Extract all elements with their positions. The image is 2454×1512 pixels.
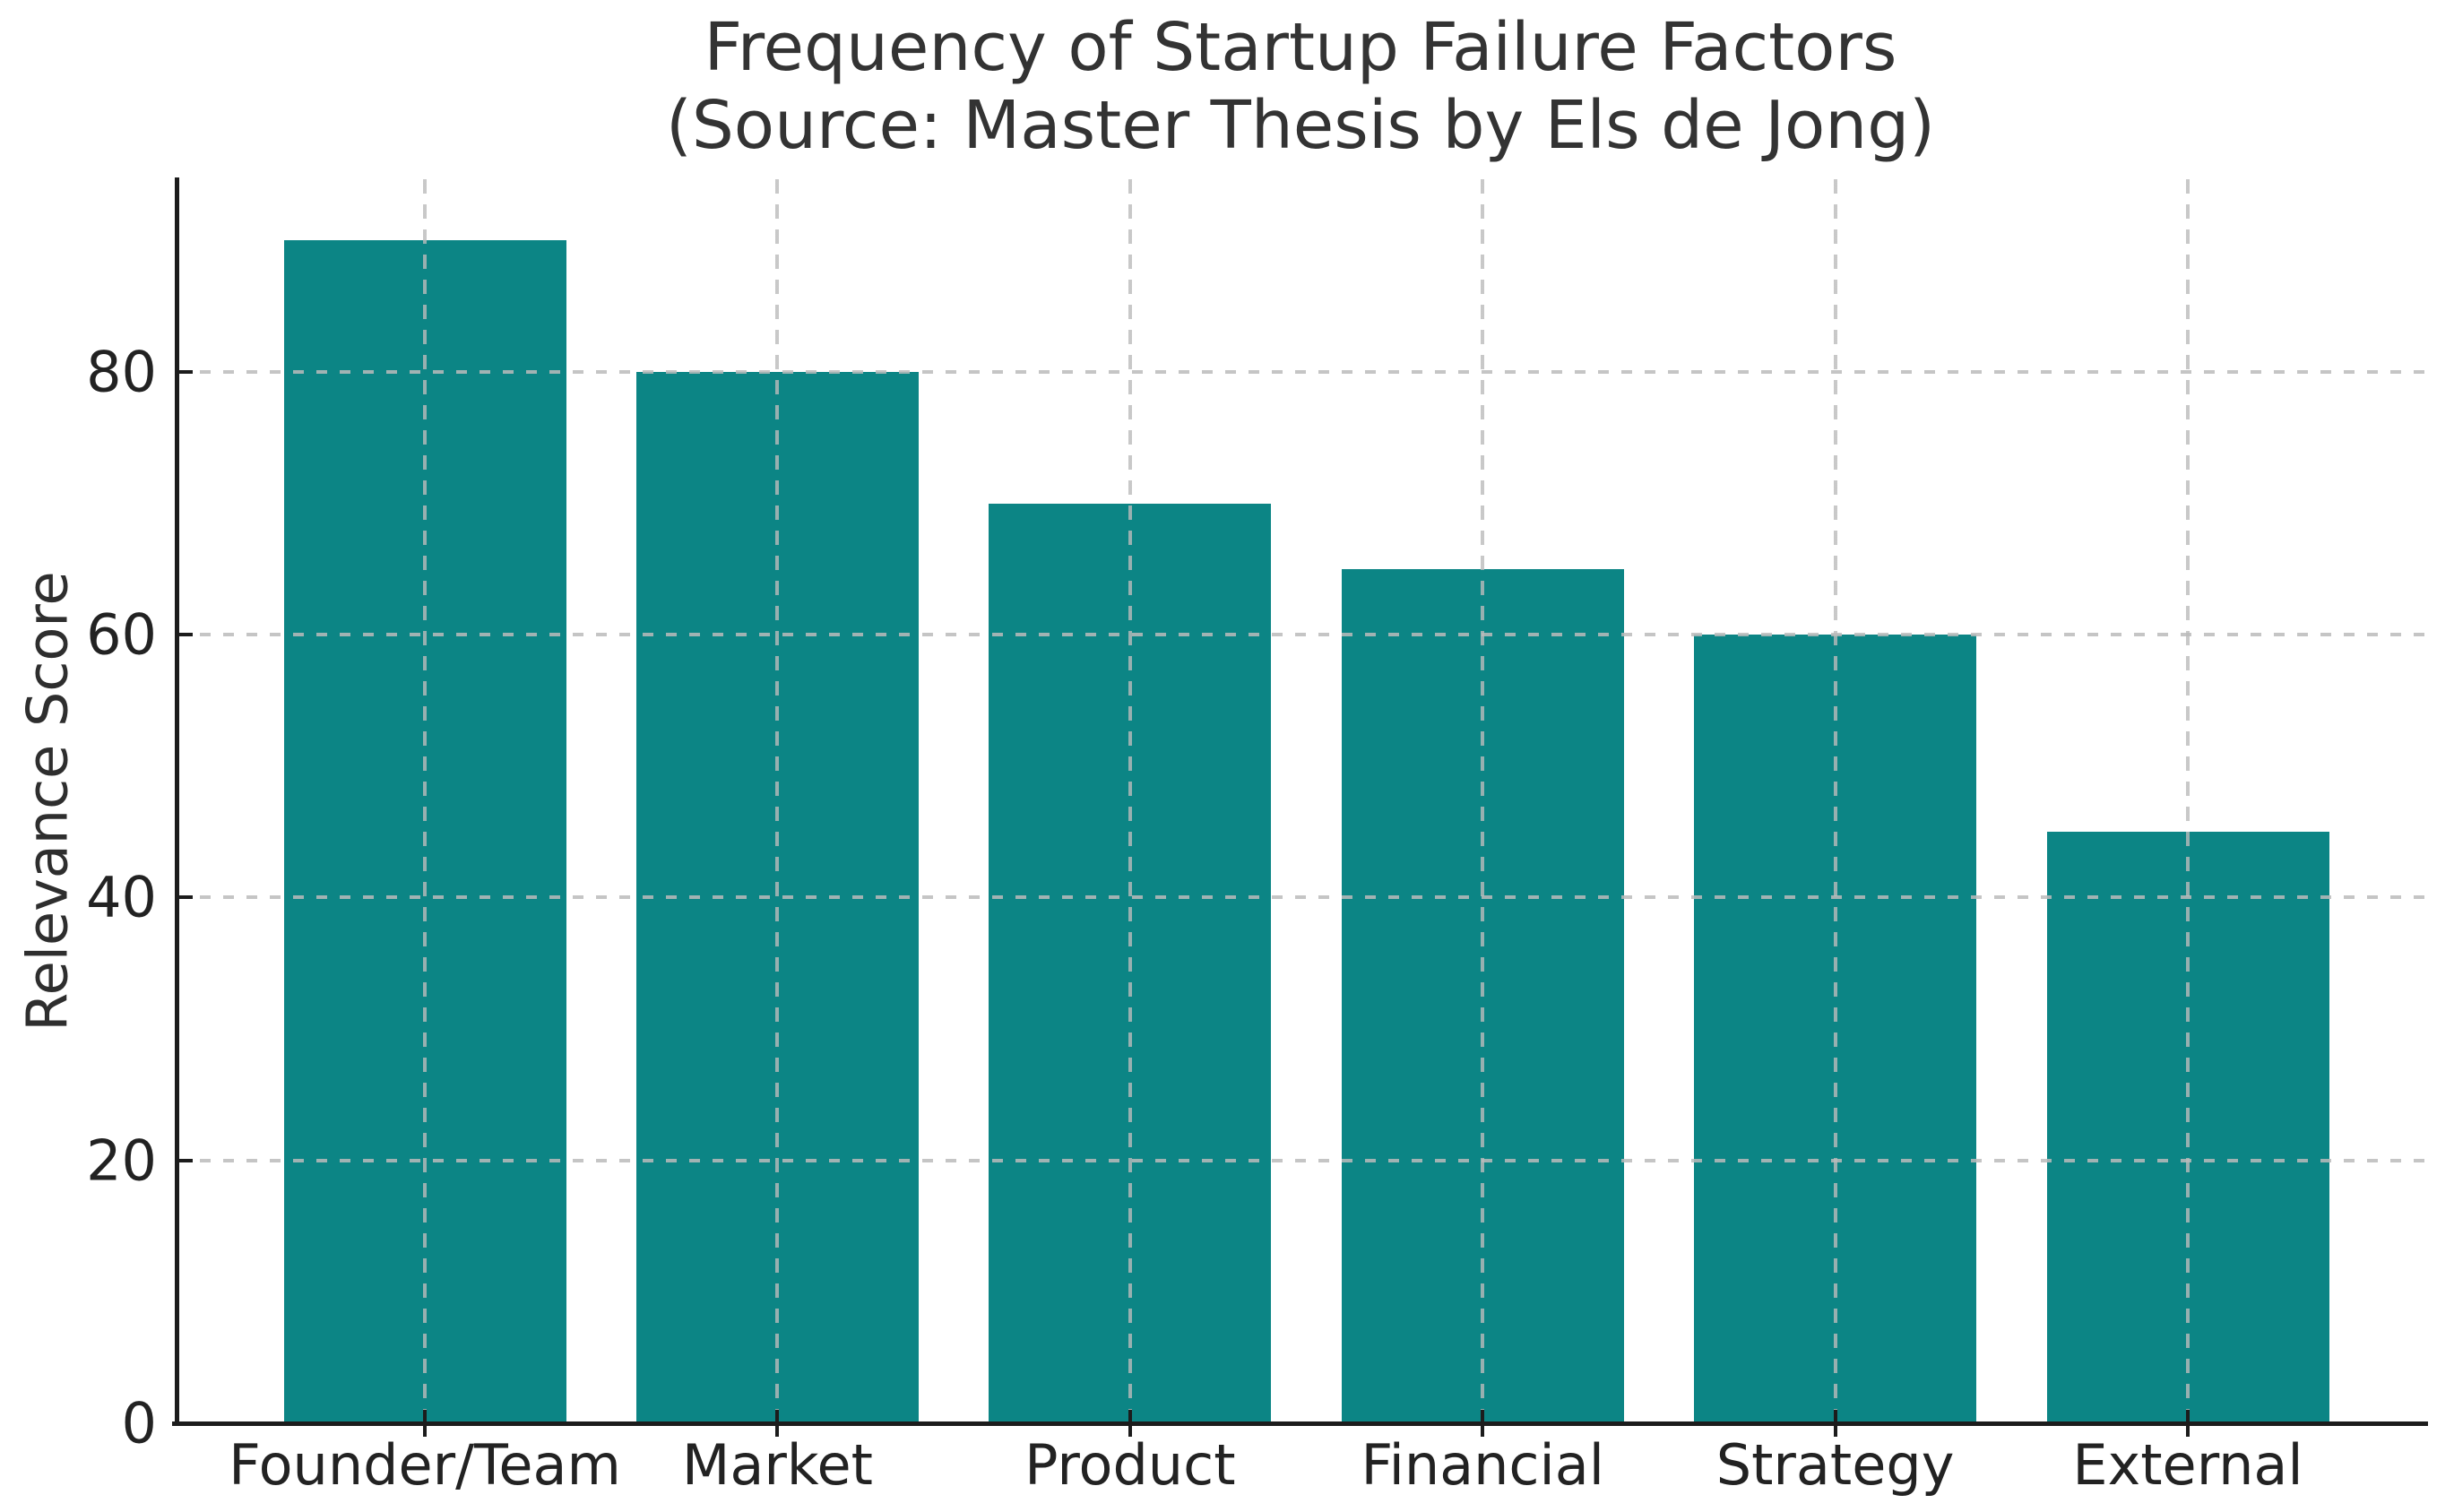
x-axis-spine: [172, 1421, 2428, 1426]
plot-area: [177, 179, 2424, 1437]
horizontal-gridline: [177, 633, 2424, 637]
x-tick-label: Strategy: [1715, 1432, 1955, 1498]
vertical-gridline: [423, 179, 427, 1423]
x-tick-label: Market: [681, 1432, 873, 1498]
y-axis-spine: [175, 177, 179, 1425]
y-axis-label: Relevance Score: [14, 571, 81, 1032]
vertical-gridline: [1833, 179, 1837, 1423]
x-tick-label: Product: [1024, 1432, 1236, 1498]
horizontal-gridline: [177, 369, 2424, 374]
y-tick-label: 40: [86, 864, 157, 930]
x-tick-label: Financial: [1361, 1432, 1604, 1498]
y-tick-mark: [177, 369, 193, 374]
x-tick-label: Founder/Team: [229, 1432, 621, 1498]
vertical-gridline: [1128, 179, 1132, 1423]
chart-title: Frequency of Startup Failure Factors (So…: [665, 9, 1936, 165]
horizontal-gridline: [177, 1158, 2424, 1162]
y-tick-label: 0: [121, 1390, 157, 1456]
y-tick-label: 80: [86, 339, 157, 405]
vertical-gridline: [1481, 179, 1485, 1423]
y-tick-mark: [177, 633, 193, 637]
y-tick-label: 60: [86, 601, 157, 668]
y-tick-label: 20: [86, 1128, 157, 1194]
horizontal-gridline: [177, 895, 2424, 900]
y-tick-mark: [177, 1158, 193, 1162]
y-tick-mark: [177, 895, 193, 900]
vertical-gridline: [2186, 179, 2190, 1423]
x-tick-label: External: [2072, 1432, 2303, 1498]
vertical-gridline: [775, 179, 780, 1423]
